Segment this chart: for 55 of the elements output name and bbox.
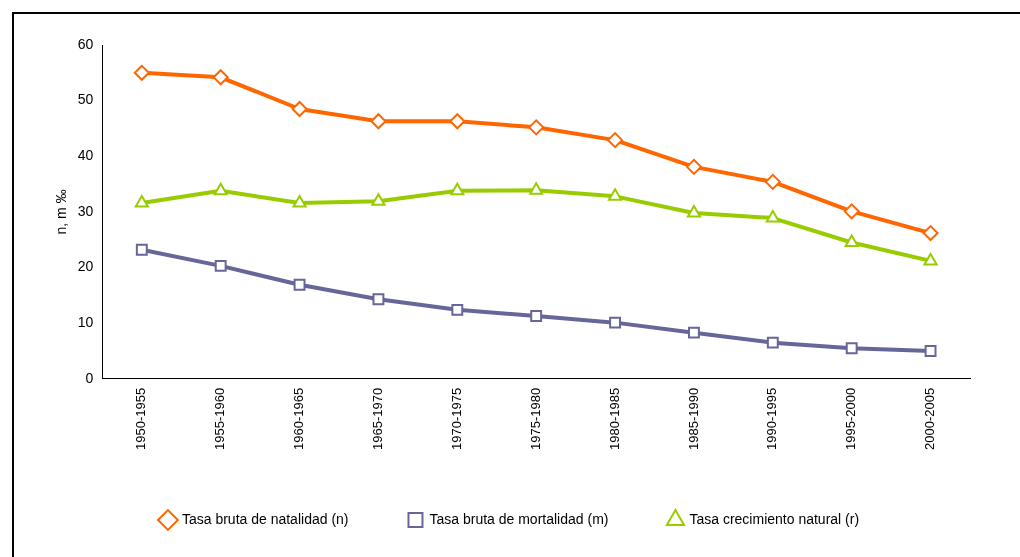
point — [686, 205, 701, 218]
x-tick-label: 1975-1980 — [527, 387, 543, 450]
x-tick-label: 1990-1995 — [764, 387, 780, 450]
point — [292, 195, 307, 208]
y-tick-label: 50 — [77, 91, 94, 108]
point — [451, 303, 464, 316]
point — [764, 173, 781, 190]
point — [530, 310, 543, 322]
y-tick-label: 60 — [77, 35, 94, 52]
point — [213, 182, 228, 196]
x-tick-label: 1950-1955 — [133, 387, 149, 450]
point — [924, 345, 937, 357]
point — [135, 243, 148, 256]
point — [528, 119, 545, 136]
x-tick-label: 1995-2000 — [843, 387, 859, 450]
point — [685, 158, 702, 175]
y-tick-label: 10 — [77, 314, 94, 331]
point — [608, 188, 623, 201]
point — [450, 182, 465, 196]
x-tick-label: 1980-1985 — [606, 387, 622, 450]
legend-label: Tasa crecimiento natural (r) — [689, 510, 860, 527]
point — [291, 100, 308, 117]
point — [529, 182, 544, 195]
legend-label: Tasa bruta de natalidad (n) — [181, 510, 349, 527]
point — [214, 259, 227, 272]
legend-label: Tasa bruta de mortalidad (m) — [429, 510, 609, 527]
x-tick-label: 1955-1960 — [212, 387, 228, 450]
point — [212, 69, 229, 86]
point — [845, 342, 858, 355]
point — [765, 210, 780, 223]
point — [844, 234, 859, 248]
point — [449, 113, 466, 130]
point — [923, 252, 938, 266]
y-tick-label: 20 — [77, 258, 94, 275]
x-tick-label: 1985-1990 — [685, 387, 701, 450]
point — [372, 293, 385, 306]
y-tick-label: 30 — [77, 202, 94, 219]
point — [607, 132, 624, 149]
x-tick-label: 1965-1970 — [370, 387, 386, 450]
point — [922, 225, 939, 242]
point — [370, 113, 387, 130]
x-tick-label: 1960-1965 — [291, 387, 307, 450]
point — [133, 64, 150, 81]
point — [371, 193, 386, 206]
x-tick-label: 2000-2005 — [922, 387, 938, 450]
point — [687, 326, 700, 339]
y-tick-label: 40 — [77, 147, 94, 164]
point — [766, 336, 779, 349]
point — [843, 203, 860, 220]
y-axis-title: n, m ‰ — [53, 189, 70, 235]
x-tick-label: 1970-1975 — [448, 387, 464, 450]
y-tick-label: 0 — [85, 369, 94, 386]
point — [293, 278, 306, 291]
point — [134, 195, 149, 208]
point — [609, 316, 622, 329]
